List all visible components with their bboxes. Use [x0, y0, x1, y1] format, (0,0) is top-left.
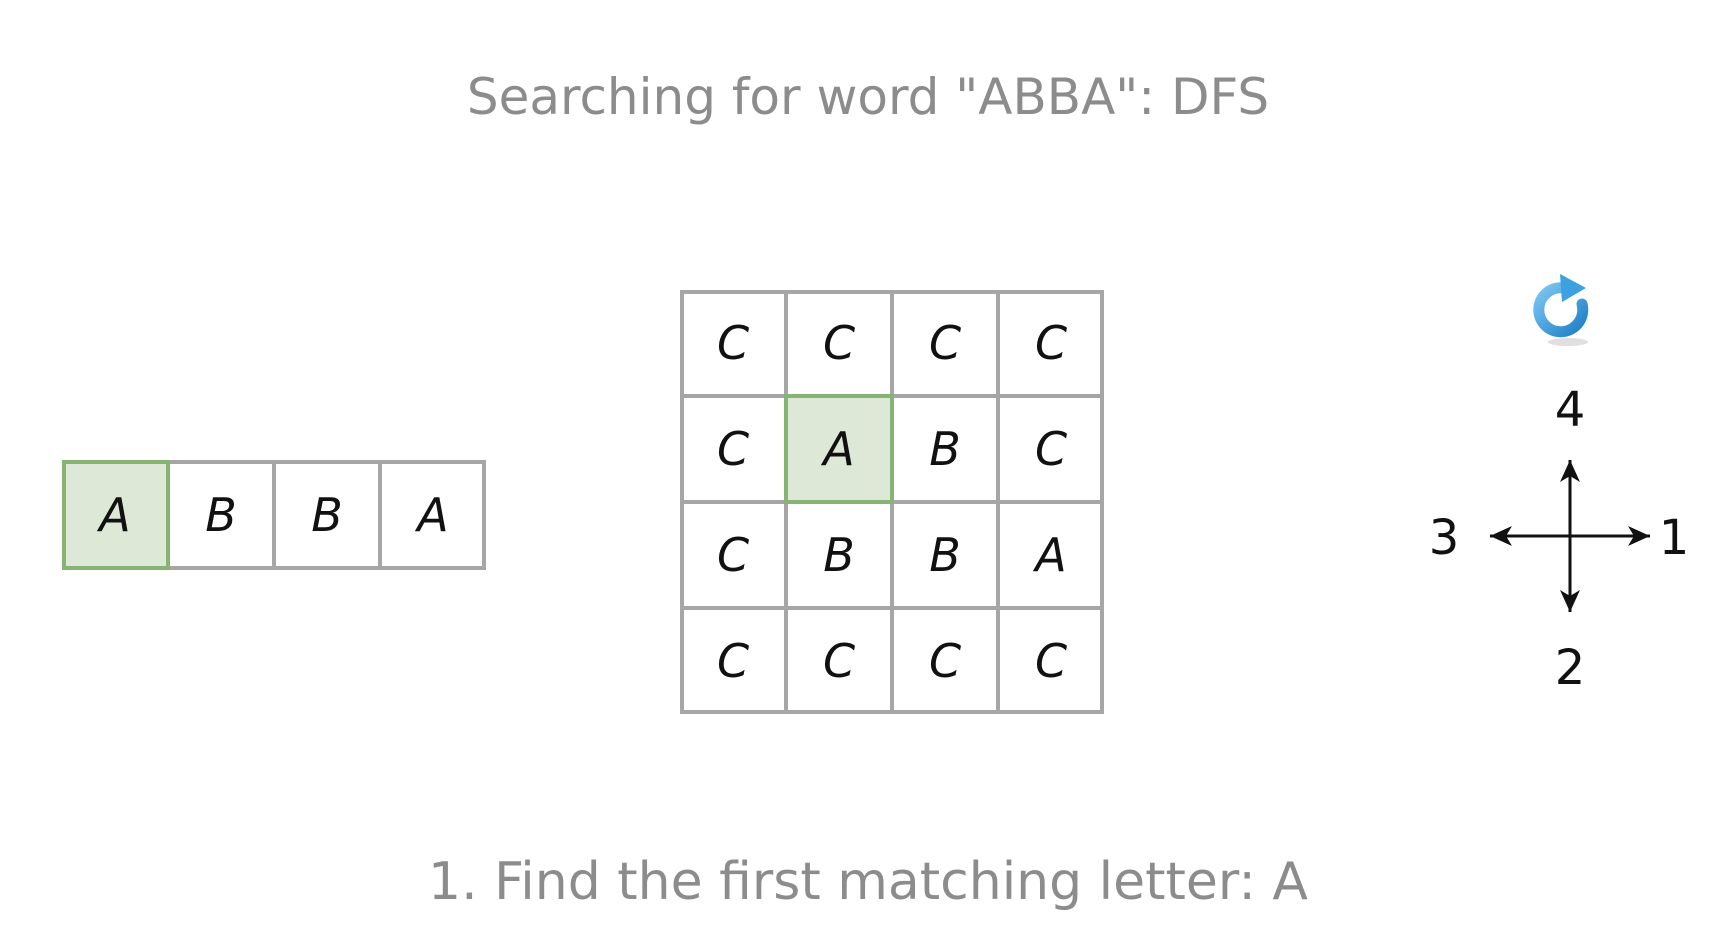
grid-cell: B — [892, 502, 998, 608]
grid-cell: B — [786, 502, 892, 608]
direction-label-up: 4 — [1554, 382, 1586, 438]
word-divider — [272, 460, 276, 570]
grid-cell: B — [892, 396, 998, 502]
grid-row-divider — [680, 606, 1104, 610]
grid-cell: A — [786, 396, 892, 502]
grid-column-divider — [996, 290, 1000, 714]
redo-icon[interactable] — [1524, 266, 1608, 350]
grid-cell: C — [998, 608, 1104, 714]
step-caption: 1. Find the first matching letter: A — [428, 852, 1308, 912]
grid-row-divider — [680, 500, 1104, 504]
word-cell: B — [274, 460, 380, 570]
direction-label-down: 2 — [1554, 640, 1586, 696]
word-cell: B — [168, 460, 274, 570]
grid-cell: C — [998, 396, 1104, 502]
page-title: Searching for word "ABBA": DFS — [466, 68, 1270, 126]
compass-arrows-icon — [1490, 460, 1650, 612]
grid-cell: C — [786, 290, 892, 396]
grid-cell: C — [892, 608, 998, 714]
direction-label-right: 1 — [1658, 510, 1690, 566]
grid-cell: C — [892, 290, 998, 396]
grid-cell: A — [998, 502, 1104, 608]
grid-cell: C — [680, 502, 786, 608]
word-cell: A — [62, 460, 168, 570]
grid-cell: C — [680, 608, 786, 714]
grid-cell: C — [786, 608, 892, 714]
grid-cell: C — [680, 290, 786, 396]
direction-label-left: 3 — [1428, 510, 1460, 566]
word-cell: A — [380, 460, 486, 570]
word-divider — [378, 460, 382, 570]
grid-cell: C — [680, 396, 786, 502]
grid-cell: C — [998, 290, 1104, 396]
